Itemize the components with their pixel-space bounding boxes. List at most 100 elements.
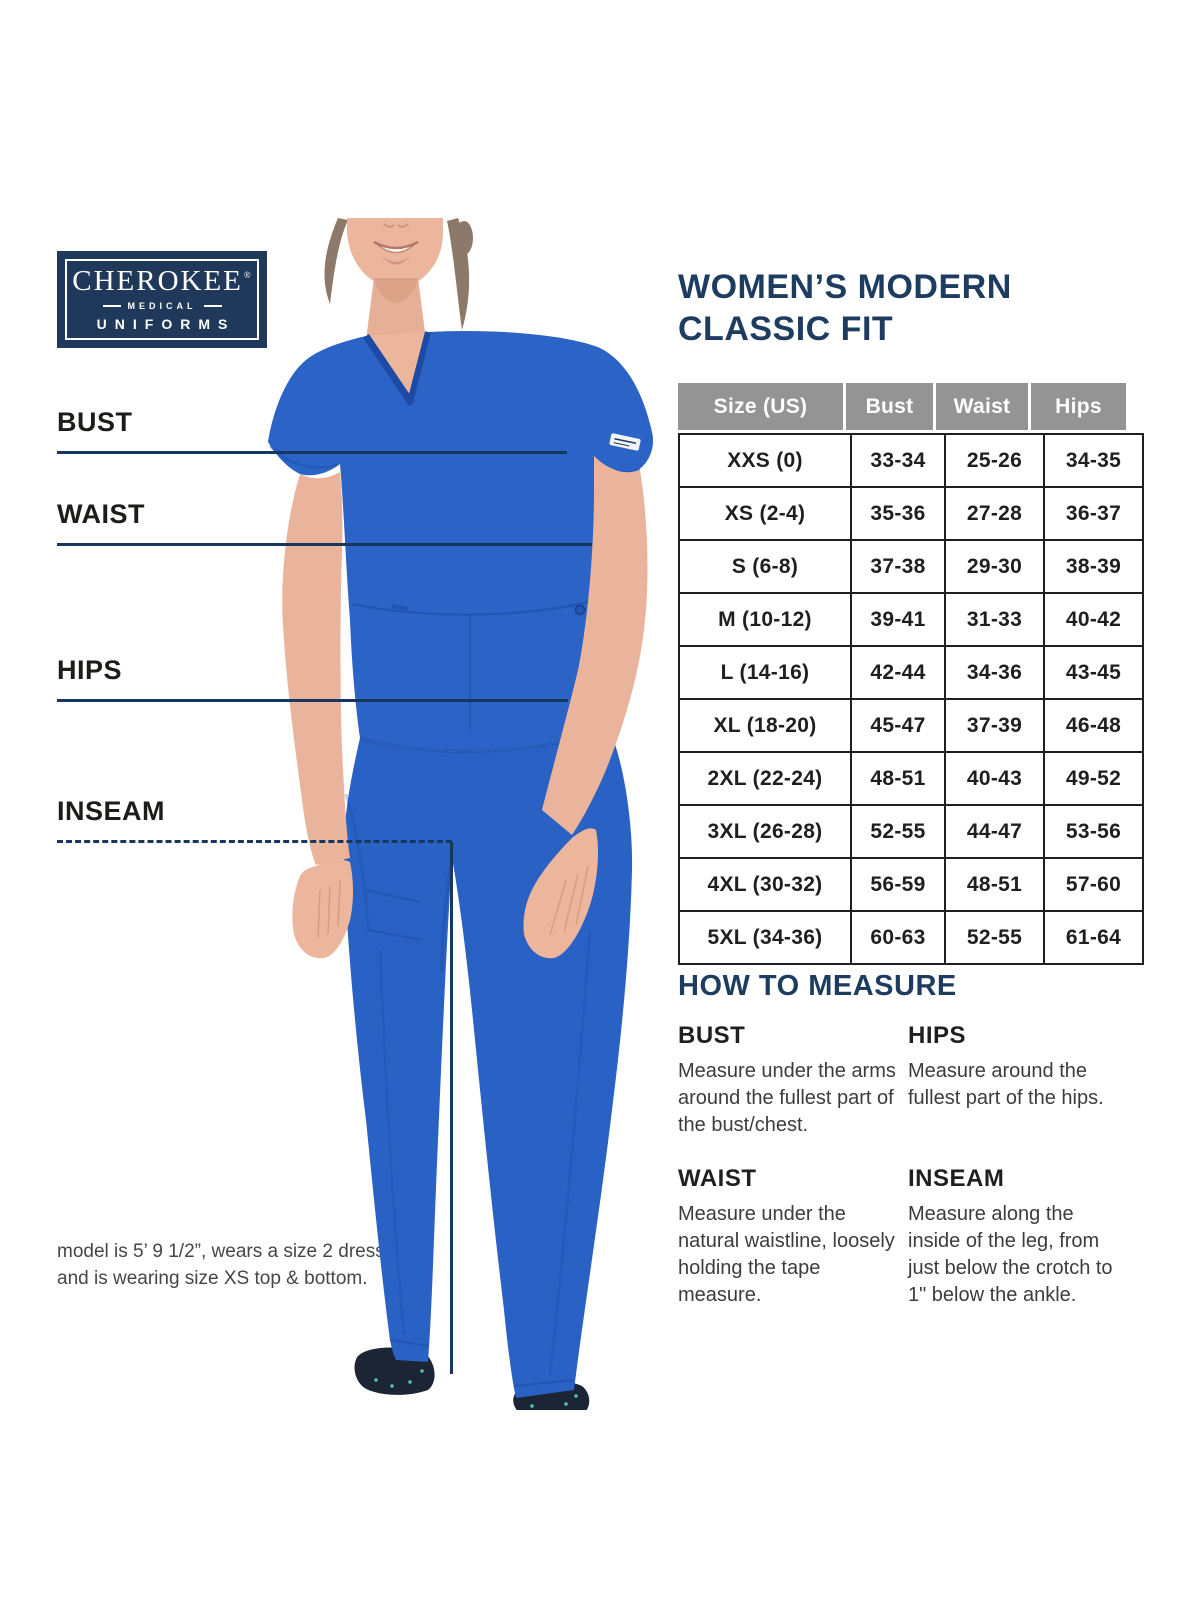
dash-left (102, 305, 121, 307)
col-header-waist: Waist (936, 383, 1031, 430)
measure-item-waist: WAIST Measure under the natural waistlin… (678, 1165, 908, 1309)
waist-cell: 40-43 (944, 751, 1045, 806)
measure-item-text: Measure under the arms around the fulles… (678, 1060, 896, 1136)
page-title: WOMEN’S MODERN CLASSIC FIT (678, 266, 1012, 350)
size-cell: XS (2-4) (678, 486, 852, 541)
bust-cell: 48-51 (850, 751, 946, 806)
brand-name: CHEROKEE® (72, 267, 252, 296)
waist-cell: 29-30 (944, 539, 1045, 594)
waist-cell: 44-47 (944, 804, 1045, 859)
table-row: XXS (0) 33-34 25-26 34-35 (678, 433, 1144, 488)
brand-medical-text: MEDICAL (127, 301, 197, 311)
size-cell: S (6-8) (678, 539, 852, 594)
size-cell: XL (18-20) (678, 698, 852, 753)
hips-cell: 36-37 (1043, 486, 1144, 541)
bust-cell: 56-59 (850, 857, 946, 912)
bust-cell: 35-36 (850, 486, 946, 541)
how-to-measure-heading: HOW TO MEASURE (678, 970, 957, 1002)
waist-label: WAIST (57, 499, 145, 529)
measure-item-title: HIPS (908, 1022, 967, 1049)
waist-cell: 34-36 (944, 645, 1045, 700)
col-header-bust: Bust (846, 383, 936, 430)
measure-item-title: BUST (678, 1022, 746, 1049)
bust-cell: 39-41 (850, 592, 946, 647)
waist-cell: 25-26 (944, 433, 1045, 488)
measure-item-text: Measure under the natural waistline, loo… (678, 1203, 895, 1306)
size-cell: 5XL (34-36) (678, 910, 852, 965)
bust-label: BUST (57, 407, 133, 437)
table-row: 3XL (26-28) 52-55 44-47 53-56 (678, 804, 1144, 859)
size-cell: 2XL (22-24) (678, 751, 852, 806)
col-header-hips: Hips (1055, 394, 1102, 418)
measure-item-text: Measure around the fullest part of the h… (908, 1060, 1104, 1109)
registered-mark: ® (243, 270, 253, 280)
measure-item-inseam: INSEAM Measure along the inside of the l… (908, 1165, 1140, 1309)
hips-line (57, 699, 568, 702)
size-cell: M (10-12) (678, 592, 852, 647)
brand-logo-frame: CHEROKEE® MEDICAL UNIFORMS (65, 259, 259, 340)
sleeve-logo-patch (609, 433, 641, 451)
brand-name-text: CHEROKEE (72, 265, 243, 297)
table-row: 5XL (34-36) 60-63 52-55 61-64 (678, 910, 1144, 965)
hips-cell: 40-42 (1043, 592, 1144, 647)
bust-cell: 42-44 (850, 645, 946, 700)
measure-item-bust: BUST Measure under the arms around the f… (678, 1022, 908, 1139)
size-cell: XXS (0) (678, 433, 852, 488)
model-neck (366, 278, 426, 346)
brand-uniforms-text: UNIFORMS (96, 316, 236, 332)
size-table-body: XXS (0) 33-34 25-26 34-35 XS (2-4) 35-36 27-2… (678, 433, 1144, 965)
bust-cell: 60-63 (850, 910, 946, 965)
table-row: 2XL (22-24) 48-51 40-43 49-52 (678, 751, 1144, 806)
waist-cell: 27-28 (944, 486, 1045, 541)
dash-right (203, 305, 222, 307)
table-row: XS (2-4) 35-36 27-28 36-37 (678, 486, 1144, 541)
col-header-size: Size (US) (678, 383, 846, 430)
inseam-vertical-line (450, 842, 453, 1374)
hips-cell: 61-64 (1043, 910, 1144, 965)
hips-cell: 34-35 (1043, 433, 1144, 488)
brand-medical-row: MEDICAL (102, 301, 222, 311)
page-title-line1: WOMEN’S MODERN (678, 268, 1012, 306)
model-note-line1: model is 5’ 9 1/2”, wears a size 2 dress (57, 1241, 385, 1262)
waist-cell: 48-51 (944, 857, 1045, 912)
hips-cell: 53-56 (1043, 804, 1144, 859)
inseam-label: INSEAM (57, 796, 166, 826)
inseam-line (57, 840, 452, 843)
model-note-line2: and is wearing size XS top & bottom. (57, 1268, 368, 1289)
waist-cell: 52-55 (944, 910, 1045, 965)
bust-cell: 45-47 (850, 698, 946, 753)
hips-cell: 57-60 (1043, 857, 1144, 912)
hips-label: HIPS (57, 655, 123, 685)
measure-item-title: WAIST (678, 1165, 757, 1192)
hips-cell: 43-45 (1043, 645, 1144, 700)
measure-item-text: Measure along the inside of the leg, fro… (908, 1203, 1113, 1306)
bust-cell: 33-34 (850, 433, 946, 488)
pocket-button (574, 604, 586, 616)
size-table-header: Size (US) Bust Waist Hips (678, 383, 1126, 430)
waist-cell: 37-39 (944, 698, 1045, 753)
model-arms (282, 456, 648, 959)
bust-cell: 37-38 (850, 539, 946, 594)
model-left-hand (292, 859, 353, 959)
measure-item-hips: HIPS Measure around the fullest part of … (908, 1022, 1140, 1139)
hips-cell: 38-39 (1043, 539, 1144, 594)
hips-cell: 46-48 (1043, 698, 1144, 753)
measure-item-title: INSEAM (908, 1165, 1005, 1192)
model-hair (324, 218, 473, 330)
brand-logo: CHEROKEE® MEDICAL UNIFORMS (57, 251, 267, 348)
size-cell: 4XL (30-32) (678, 857, 852, 912)
table-row: 4XL (30-32) 56-59 48-51 57-60 (678, 857, 1144, 912)
table-row: L (14-16) 42-44 34-36 43-45 (678, 645, 1144, 700)
bust-line (57, 451, 567, 454)
table-row: S (6-8) 37-38 29-30 38-39 (678, 539, 1144, 594)
hips-cell: 49-52 (1043, 751, 1144, 806)
size-table: Size (US) Bust Waist Hips XXS (0) 33-34 25… (678, 383, 1144, 965)
size-cell: L (14-16) (678, 645, 852, 700)
how-to-measure-grid: BUST Measure under the arms around the f… (678, 1022, 1140, 1309)
bust-cell: 52-55 (850, 804, 946, 859)
waist-cell: 31-33 (944, 592, 1045, 647)
waist-line (57, 543, 592, 546)
model-right-hand (523, 828, 598, 959)
size-cell: 3XL (26-28) (678, 804, 852, 859)
